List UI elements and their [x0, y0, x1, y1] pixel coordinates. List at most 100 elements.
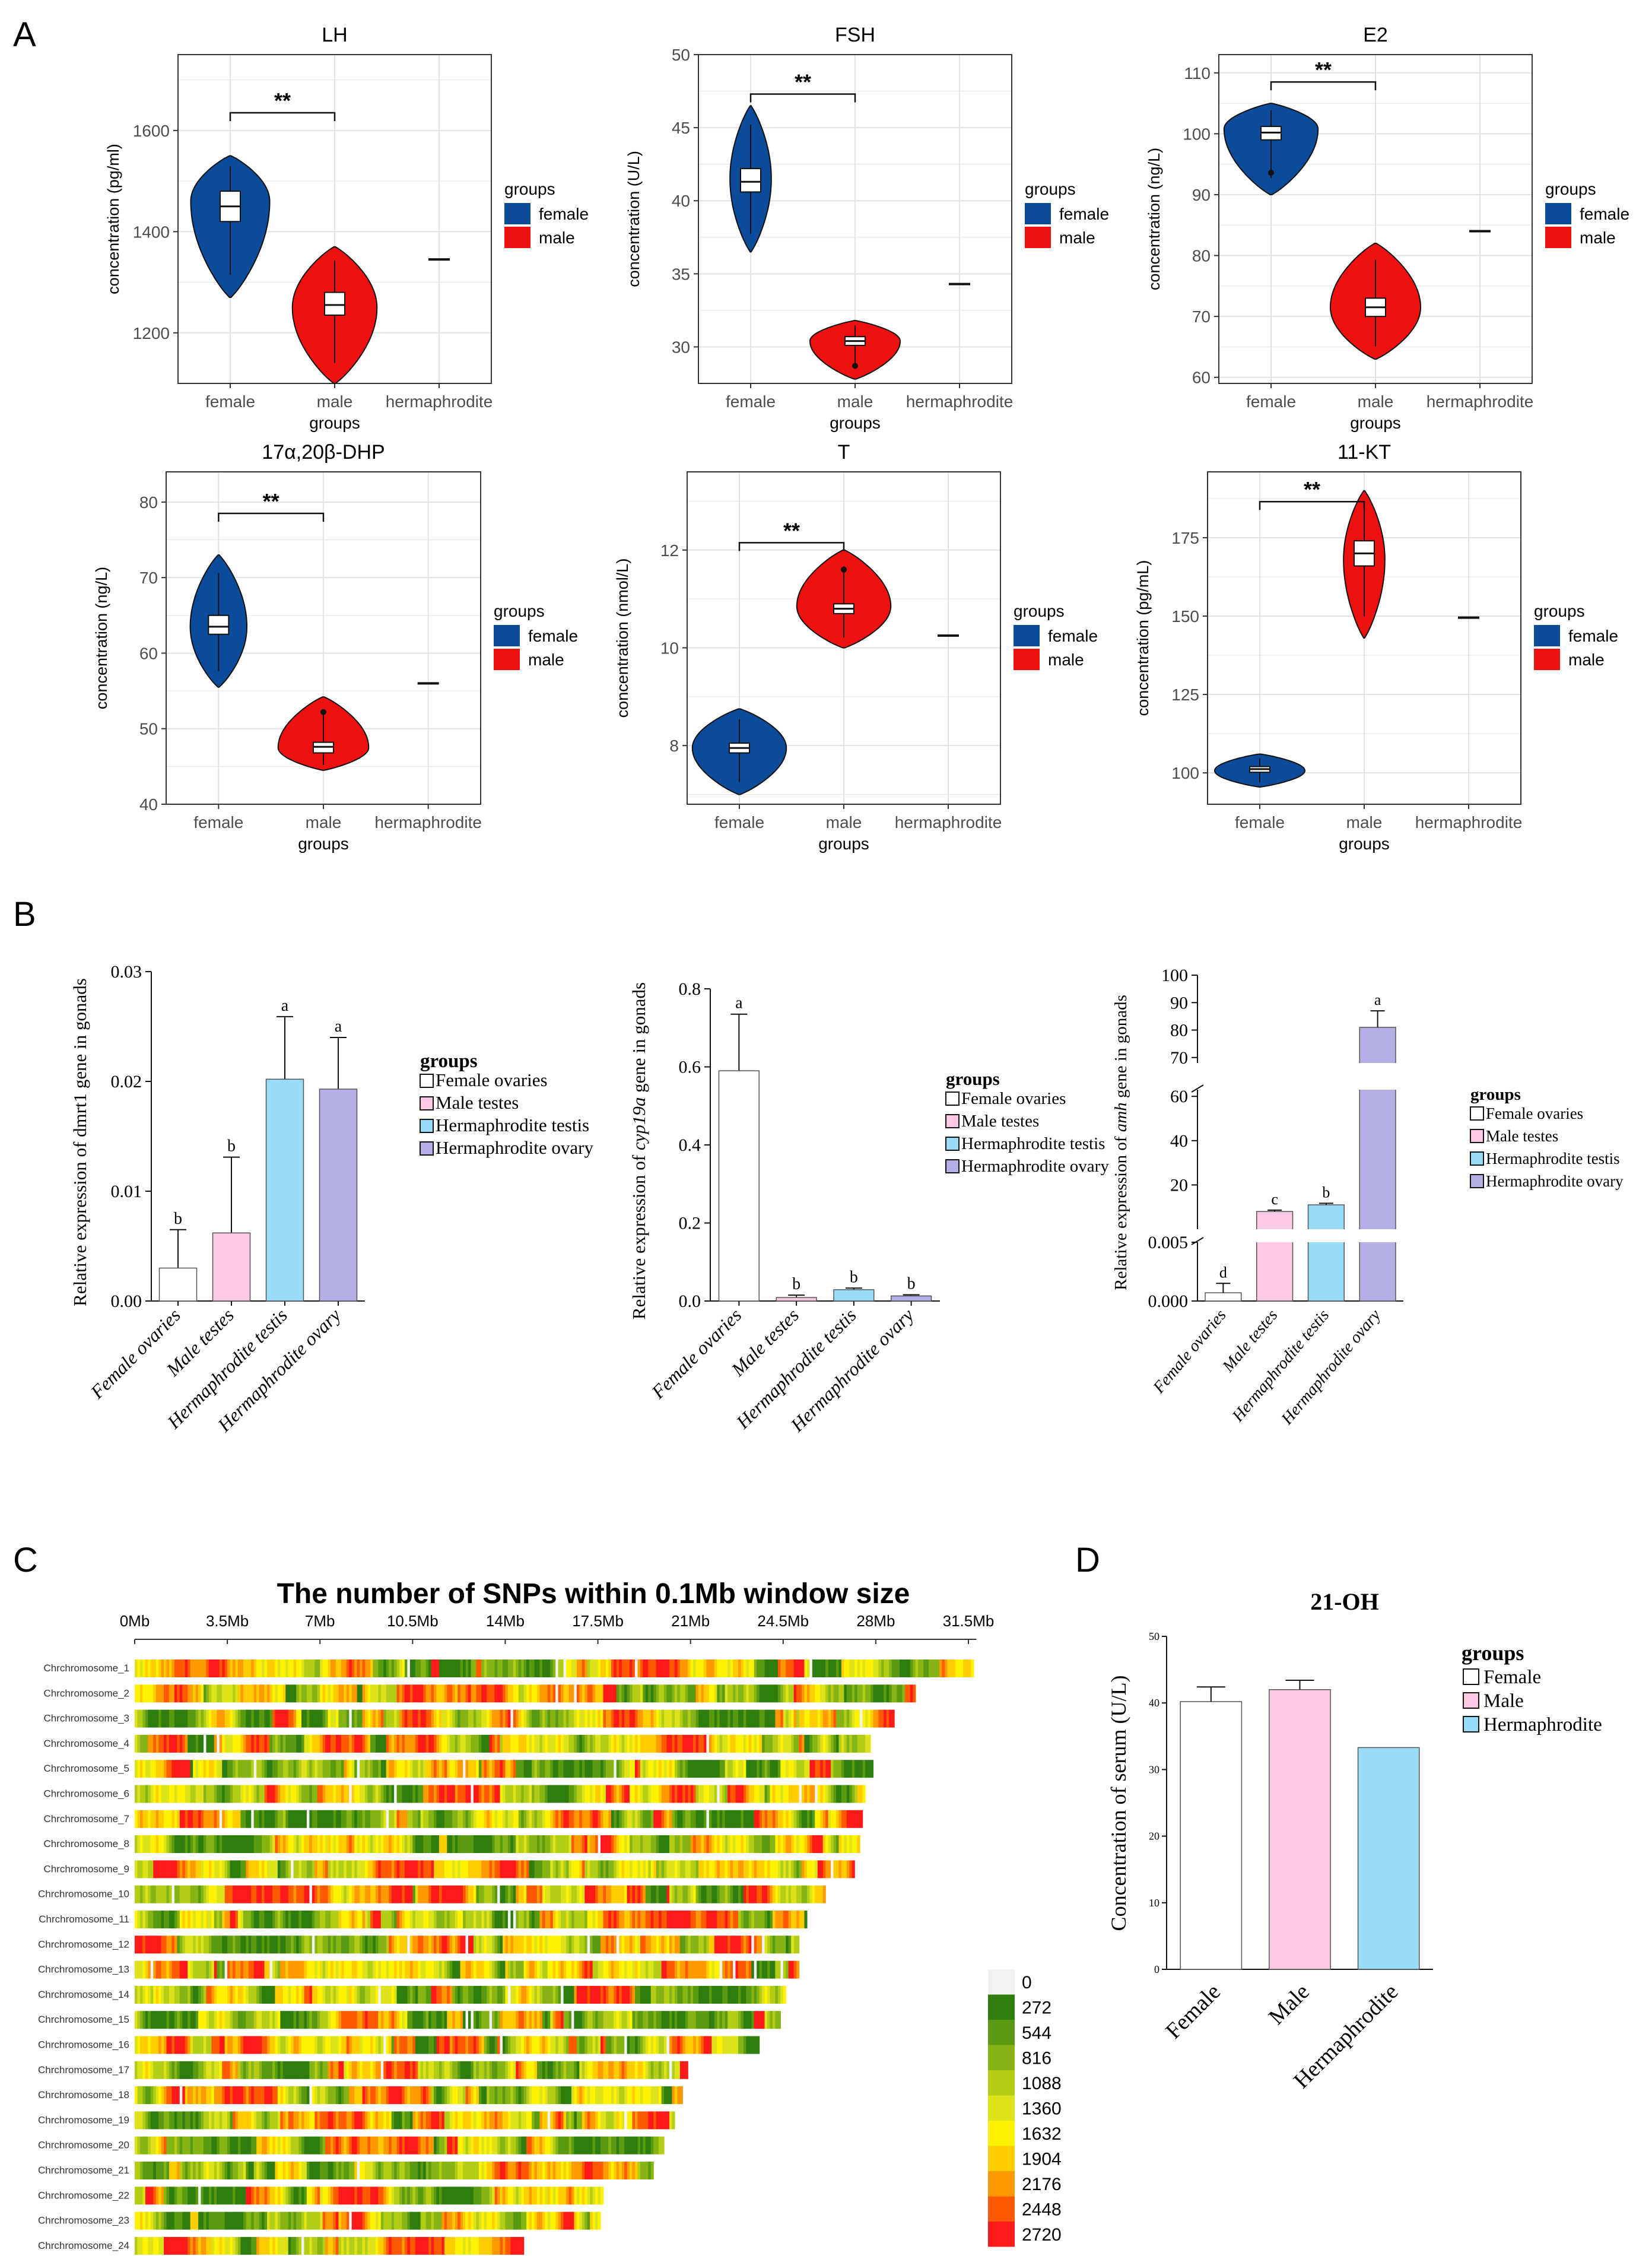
heatmap-cell: [754, 2011, 757, 2029]
heatmap-cell: [473, 1660, 476, 1677]
heatmap-cell: [309, 1911, 313, 1928]
heatmap-cell: [703, 2011, 707, 2029]
heatmap-cell: [282, 2036, 286, 2054]
heatmap-cell: [478, 1660, 482, 1677]
heatmap-cell: [561, 1860, 564, 1879]
heatmap-cell: [762, 1734, 765, 1753]
heatmap-cell: [439, 2061, 442, 2079]
heatmap-cell: [603, 1885, 606, 1903]
heatmap-cell: [539, 2011, 543, 2029]
heatmap-cell: [380, 1935, 384, 1954]
heatmap-cell: [166, 2061, 170, 2079]
heatmap-cell: [545, 1684, 548, 1703]
heatmap-cell: [317, 2036, 320, 2054]
heatmap-cell: [251, 1660, 255, 1677]
heatmap-cell: [579, 1785, 583, 1803]
heatmap-cell: [614, 2011, 617, 2029]
heatmap-cell: [380, 2061, 384, 2079]
heatmap-cell: [460, 1935, 463, 1954]
heatmap-cell: [730, 1911, 733, 1928]
heatmap-cell: [298, 1935, 302, 1954]
heatmap-cell: [473, 1960, 476, 1979]
heatmap-cell: [605, 1885, 609, 1903]
heatmap-cell: [518, 1734, 522, 1753]
heatmap-cell: [357, 1660, 360, 1677]
heatmap-cell: [632, 1935, 636, 1954]
heatmap-cell: [182, 1810, 186, 1828]
heatmap-cell: [772, 1960, 776, 1979]
heatmap-cell: [727, 1810, 731, 1828]
heatmap-cell: [878, 1684, 882, 1703]
heatmap-cell: [164, 1835, 167, 1854]
heatmap-cell: [203, 1935, 207, 1954]
heatmap-cell: [682, 1960, 686, 1979]
heatmap-cell: [542, 1684, 545, 1703]
heatmap-cell: [169, 1860, 173, 1879]
heatmap-cell: [510, 1960, 514, 1979]
heatmap-cell: [598, 2011, 601, 2029]
heatmap-cell: [351, 1835, 355, 1854]
x-tick-label: female: [1246, 392, 1296, 411]
heatmap-cell: [767, 1935, 771, 1954]
heatmap-cell: [386, 2036, 389, 2054]
outlier-point: [841, 566, 847, 573]
x-axis-label: groups: [830, 414, 881, 432]
heatmap-cell: [389, 2011, 392, 2029]
heatmap-cell: [367, 1734, 371, 1753]
heatmap-cell: [185, 1709, 188, 1728]
heatmap-cell: [759, 1810, 763, 1828]
heatmap-cell: [611, 1911, 614, 1928]
heatmap-cell: [526, 1835, 530, 1854]
heatmap-cell: [240, 1684, 244, 1703]
heatmap-cell: [536, 1835, 541, 1854]
heatmap-cell: [648, 1911, 652, 1928]
heatmap-cell: [325, 1709, 329, 1728]
heatmap-cell: [685, 1684, 688, 1703]
heatmap-cell: [185, 1734, 188, 1753]
heatmap-cell: [526, 1760, 530, 1778]
heatmap-cell: [682, 1684, 686, 1703]
heatmap-cell: [298, 1785, 302, 1803]
heatmap-cell: [566, 1709, 570, 1728]
heatmap-cell: [171, 1660, 175, 1677]
heatmap-cell: [513, 2061, 516, 2079]
heatmap-cell: [206, 1810, 209, 1828]
heatmap-cell: [891, 1660, 895, 1677]
heatmap-cell: [291, 1985, 294, 2004]
heatmap-cell: [312, 1860, 315, 1879]
heatmap-cell: [150, 1760, 154, 1778]
heatmap-cell: [650, 1885, 654, 1903]
heatmap-cell: [735, 1734, 739, 1753]
heatmap-row-label: Chrchromosome_7: [43, 1813, 129, 1825]
heatmap-cell: [672, 1660, 675, 1677]
heatmap-cell: [391, 1911, 395, 1928]
heatmap-cell: [735, 1911, 739, 1928]
heatmap-cell: [444, 1734, 447, 1753]
heatmap-row: [135, 1860, 855, 1879]
heatmap-cell: [717, 2011, 720, 2029]
heatmap-cell: [497, 1760, 501, 1778]
heatmap-cell: [158, 1860, 162, 1879]
heatmap-cell: [754, 1785, 757, 1803]
heatmap-cell: [148, 2061, 151, 2079]
heatmap-cell: [532, 1660, 535, 1677]
heatmap-cell: [328, 2061, 331, 2079]
heatmap-cell: [484, 1684, 487, 1703]
heatmap-cell: [846, 1684, 850, 1703]
heatmap-cell: [243, 1810, 246, 1828]
heatmap-cell: [354, 1785, 358, 1803]
heatmap-cell: [547, 1985, 551, 2004]
heatmap-cell: [685, 1911, 688, 1928]
heatmap-cell: [328, 1960, 331, 1979]
heatmap-cell: [664, 1885, 668, 1903]
heatmap-cell: [484, 1785, 487, 1803]
heatmap-cell: [386, 1660, 389, 1677]
heatmap-cell: [182, 1734, 186, 1753]
heatmap-cell: [243, 1785, 246, 1803]
heatmap-cell: [463, 1985, 466, 2004]
heatmap-cell: [267, 2011, 271, 2029]
heatmap-cell: [523, 1935, 527, 1954]
heatmap-cell: [772, 1760, 776, 1778]
heatmap-cell: [449, 1785, 453, 1803]
